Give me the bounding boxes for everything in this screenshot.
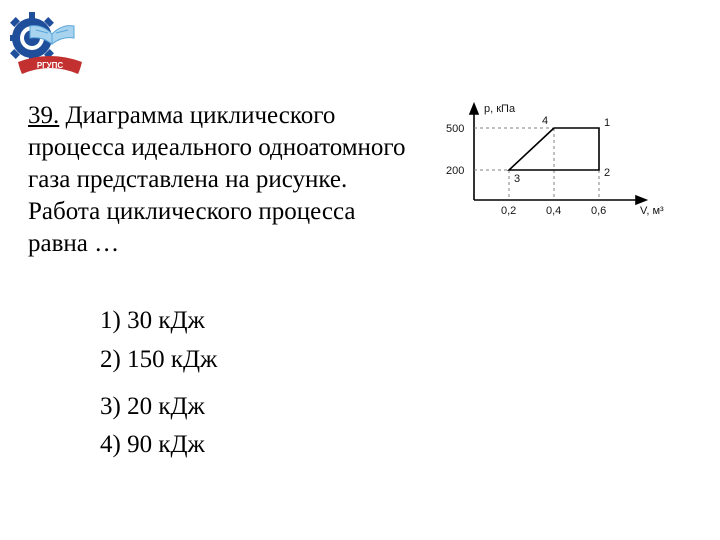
- ytick-500: 500: [446, 123, 464, 135]
- problem-content: 39. Диаграмма циклического процесса идеа…: [28, 100, 692, 465]
- answer-1: 1) 30 кДж: [100, 302, 692, 341]
- answer-2: 2) 150 кДж: [100, 341, 692, 380]
- point-1-label: 1: [604, 117, 610, 129]
- question-text: 39. Диаграмма циклического процесса идеа…: [28, 100, 418, 260]
- answer-options: 1) 30 кДж 2) 150 кДж 3) 20 кДж 4) 90 кДж: [100, 302, 692, 465]
- question-body: Диаграмма циклического процесса идеально…: [28, 102, 406, 257]
- xtick-06: 0,6: [591, 205, 606, 217]
- ytick-200: 200: [446, 165, 464, 177]
- y-axis-label: p, кПа: [484, 103, 516, 115]
- answer-4: 4) 90 кДж: [100, 426, 692, 465]
- question-number: 39.: [28, 102, 59, 129]
- pv-diagram: p, кПа V, м³ 500 200 0,2 0,4 0,6: [434, 100, 664, 230]
- point-3-label: 3: [514, 173, 520, 185]
- logo-svg: РГУПС: [10, 10, 90, 80]
- point-4-label: 4: [542, 115, 548, 127]
- institution-logo: РГУПС: [10, 10, 90, 80]
- x-axis-label: V, м³: [640, 205, 664, 217]
- xtick-02: 0,2: [501, 205, 516, 217]
- pv-chart-svg: p, кПа V, м³ 500 200 0,2 0,4 0,6: [434, 100, 664, 230]
- logo-ribbon-text: РГУПС: [37, 61, 64, 70]
- xtick-04: 0,4: [546, 205, 561, 217]
- answer-3: 3) 20 кДж: [100, 388, 692, 427]
- point-2-label: 2: [604, 167, 610, 179]
